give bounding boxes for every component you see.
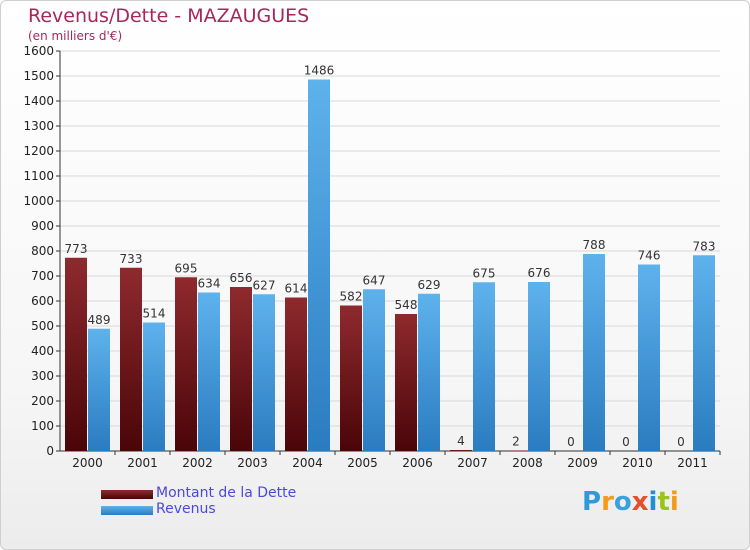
legend-swatch-dette	[101, 490, 153, 499]
bar-revenus	[363, 289, 385, 451]
x-tick-label: 2007	[457, 456, 488, 470]
data-label-revenus: 783	[693, 239, 716, 253]
legend-label-revenus: Revenus	[156, 501, 216, 517]
logo-letter: t	[657, 487, 670, 517]
bar-revenus	[88, 328, 110, 451]
bar-revenus	[473, 282, 495, 451]
x-tick-label: 2005	[347, 456, 378, 470]
data-label-dette: 614	[285, 282, 308, 296]
grid-lines	[60, 50, 720, 427]
y-tick-label: 100	[31, 419, 54, 433]
x-tick-label: 2003	[237, 456, 268, 470]
data-label-revenus: 627	[253, 278, 276, 292]
bar-revenus	[143, 322, 165, 451]
data-label-revenus: 647	[363, 273, 386, 287]
y-tick-label: 1600	[23, 44, 54, 58]
bar-revenus	[253, 294, 275, 451]
x-tick-label: 2000	[72, 456, 103, 470]
x-tick-label: 2011	[677, 456, 708, 470]
bar-dette	[395, 314, 417, 451]
bar-dette	[505, 450, 527, 451]
y-tick-label: 1100	[23, 169, 54, 183]
proxiti-logo: Proxiti	[582, 487, 679, 517]
y-tick-label: 1000	[23, 194, 54, 208]
data-label-dette: 0	[622, 435, 630, 449]
data-label-dette: 733	[120, 252, 143, 266]
axes: 0100200300400500600700800900100011001200…	[23, 44, 721, 470]
data-label-dette: 773	[65, 242, 88, 256]
y-tick-label: 900	[31, 219, 54, 233]
chart-subtitle: (en milliers d'€)	[28, 29, 123, 43]
y-tick-label: 400	[31, 344, 54, 358]
bar-revenus	[528, 282, 550, 451]
y-tick-label: 1200	[23, 144, 54, 158]
y-tick-label: 1500	[23, 69, 54, 83]
data-label-dette: 548	[395, 298, 418, 312]
logo-letter: P	[582, 487, 602, 517]
x-tick-label: 2001	[127, 456, 158, 470]
data-label-revenus: 629	[418, 278, 441, 292]
data-label-revenus: 746	[638, 249, 661, 263]
y-tick-label: 0	[46, 444, 54, 458]
bar-revenus	[583, 254, 605, 451]
legend-swatch-revenus	[101, 506, 153, 515]
data-label-revenus: 489	[88, 313, 111, 327]
data-label-revenus: 634	[198, 277, 221, 291]
x-tick-label: 2002	[182, 456, 213, 470]
y-tick-label: 1400	[23, 94, 54, 108]
y-tick-label: 200	[31, 394, 54, 408]
logo-letter: i	[669, 487, 679, 517]
chart-title: Revenus/Dette - MAZAUGUES	[28, 5, 310, 27]
bar-revenus	[308, 79, 330, 451]
bar-revenus	[198, 292, 220, 451]
bars	[65, 79, 715, 451]
y-tick-label: 700	[31, 269, 54, 283]
y-tick-label: 600	[31, 294, 54, 308]
data-label-dette: 0	[677, 435, 685, 449]
data-label-dette: 656	[230, 271, 253, 285]
logo-letter: r	[601, 487, 614, 517]
bar-dette	[120, 267, 142, 451]
x-tick-label: 2006	[402, 456, 433, 470]
bar-revenus	[418, 293, 440, 451]
logo-letter: x	[631, 487, 649, 517]
data-label-dette: 0	[567, 435, 575, 449]
bar-dette	[450, 450, 472, 451]
data-label-revenus: 675	[473, 266, 496, 280]
bar-revenus	[693, 255, 715, 451]
bar-dette	[340, 305, 362, 451]
y-tick-label: 500	[31, 319, 54, 333]
x-tick-label: 2008	[512, 456, 543, 470]
bar-dette	[230, 287, 252, 451]
data-label-dette: 4	[457, 434, 465, 448]
data-label-revenus: 1486	[304, 64, 335, 78]
data-label-revenus: 514	[143, 307, 166, 321]
data-label-dette: 582	[340, 290, 363, 304]
x-tick-label: 2009	[567, 456, 598, 470]
data-label-revenus: 788	[583, 238, 606, 252]
bar-dette	[65, 257, 87, 451]
y-tick-label: 300	[31, 369, 54, 383]
bar-dette	[175, 277, 197, 451]
bar-dette	[285, 297, 307, 451]
x-tick-label: 2010	[622, 456, 653, 470]
y-tick-label: 800	[31, 244, 54, 258]
data-label-revenus: 676	[528, 266, 551, 280]
data-label-dette: 695	[175, 261, 198, 275]
logo-letter: o	[613, 487, 632, 517]
logo-letter: i	[648, 487, 658, 517]
bar-revenus	[638, 264, 660, 451]
y-tick-label: 1300	[23, 119, 54, 133]
legend-label-dette: Montant de la Dette	[156, 485, 297, 501]
data-label-dette: 2	[512, 435, 520, 449]
x-tick-label: 2004	[292, 456, 323, 470]
